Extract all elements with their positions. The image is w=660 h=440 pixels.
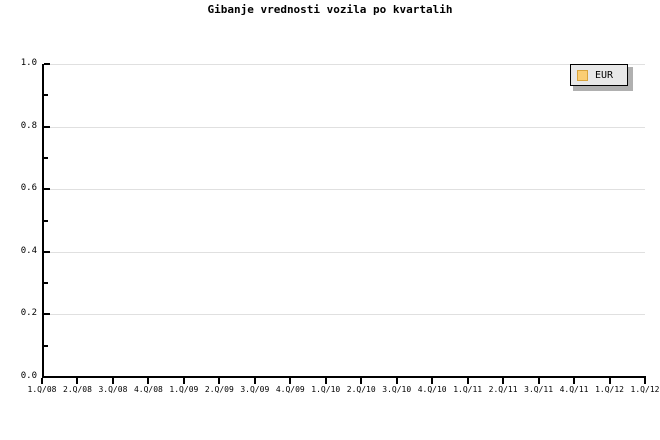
legend-label-eur: EUR (595, 69, 614, 81)
x-axis-tick-label: 3.Q/11 (524, 385, 554, 394)
gridline (42, 314, 645, 316)
y-axis-tick-label: 0.0 (20, 371, 37, 381)
x-axis-tick (289, 378, 292, 384)
x-axis-tick-label: 3.Q/08 (98, 385, 128, 394)
y-axis-minor-tick (44, 94, 48, 97)
x-axis-tick-label: 1.Q/11 (453, 385, 483, 394)
x-axis-tick-label: 1.Q/12 (630, 385, 660, 394)
x-axis-tick (395, 378, 398, 384)
gridline (42, 189, 645, 191)
x-axis-tick (502, 378, 505, 384)
x-axis-tick (431, 378, 434, 384)
x-axis-tick (608, 378, 611, 384)
x-axis-tick (147, 378, 150, 384)
x-axis-tick (41, 378, 43, 384)
x-axis-tick (360, 378, 363, 384)
x-axis-tick (573, 378, 576, 384)
y-axis-tick (44, 376, 50, 378)
x-axis-tick-label: 2.Q/08 (63, 385, 92, 394)
y-axis-tick-label: 0.8 (20, 120, 37, 131)
y-axis-tick (44, 125, 50, 128)
y-axis-tick (44, 313, 50, 316)
x-axis-tick-label: 4.Q/09 (275, 385, 305, 394)
y-axis-minor-tick (44, 156, 48, 159)
x-axis-tick (466, 378, 469, 384)
x-axis-tick-label: 1.Q/12 (595, 385, 624, 394)
x-axis-tick (253, 378, 256, 384)
x-axis-tick (111, 378, 114, 384)
gridline (42, 251, 645, 253)
gridline (42, 126, 645, 128)
x-axis-tick-label: 2.Q/10 (346, 385, 376, 394)
x-axis-tick-label: 4.Q/10 (417, 385, 447, 394)
y-axis-minor-tick (44, 344, 48, 347)
y-axis-tick (44, 188, 50, 191)
x-axis-tick-label: 2.Q/09 (204, 385, 234, 394)
x-axis-tick-label: 4.Q/08 (133, 385, 163, 394)
chart-legend[interactable]: EUR (570, 64, 628, 86)
chart-title: Gibanje vrednosti vozila po kvartalih (207, 3, 453, 16)
y-axis-line (42, 64, 44, 378)
x-axis-tick (218, 378, 221, 384)
x-axis-tick (182, 378, 185, 384)
x-axis-tick-label: 2.Q/11 (488, 385, 518, 394)
x-axis-tick-label: 1.Q/10 (311, 385, 341, 394)
x-axis-tick (644, 378, 646, 384)
y-axis-tick-label: 0.4 (20, 245, 37, 256)
y-axis-tick-label: 1.0 (20, 58, 37, 68)
legend-swatch-eur-icon (577, 69, 588, 81)
y-axis-tick-label: 0.6 (20, 183, 37, 194)
y-axis-tick (44, 63, 50, 65)
x-axis-tick-label: 4.Q/11 (559, 385, 589, 394)
x-axis-tick-label: 1.Q/08 (27, 385, 57, 394)
y-axis-minor-tick (44, 219, 48, 222)
x-axis-tick (537, 378, 540, 384)
gridline (42, 64, 645, 65)
x-axis-tick-label: 3.Q/10 (382, 385, 412, 394)
plot-area (42, 64, 645, 378)
x-axis-tick-label: 1.Q/09 (169, 385, 199, 394)
y-axis-tick-label: 0.2 (20, 308, 37, 319)
x-axis-tick (76, 378, 79, 384)
x-axis-tick-label: 3.Q/09 (240, 385, 270, 394)
y-axis-tick (44, 250, 50, 253)
x-axis-line (42, 376, 646, 378)
x-axis-tick (324, 378, 327, 384)
y-axis-minor-tick (44, 282, 48, 285)
